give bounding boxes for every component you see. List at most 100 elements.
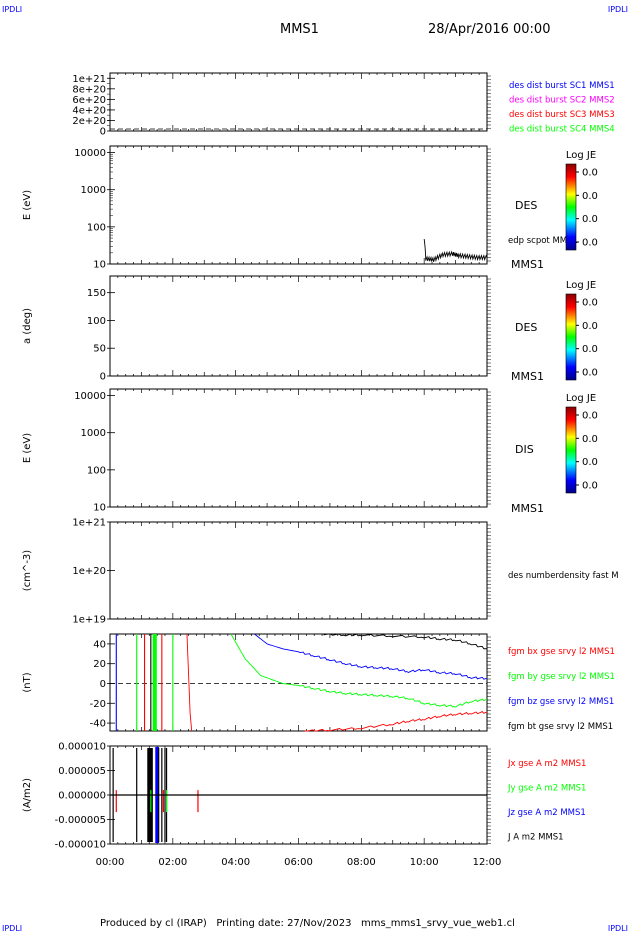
y-tick-label: 40 (93, 639, 106, 650)
y-tick-label: 2e+20 (72, 116, 106, 127)
y-tick-label: 150 (87, 288, 106, 299)
y-tick-label: 0.000005 (58, 766, 106, 777)
colorbar-tick-label: 0.0 (582, 298, 598, 309)
corner-label-top-left: IPDLI (2, 5, 23, 14)
y-tick-label: 1000 (81, 185, 106, 196)
colorbar-tick-label: 0.0 (582, 434, 598, 445)
panel-frame-1 (109, 145, 488, 265)
y-axis-label: (A/m2) (22, 778, 33, 812)
legend-label: fgm bt gse srvy l2 MMS1 (508, 722, 613, 732)
y-tick-label: 0.000010 (58, 742, 106, 753)
y-tick-label: 6e+20 (72, 95, 106, 106)
fgm-series-line (323, 633, 488, 650)
footer-credits: Produced by cl (IRAP) Printing date: 27/… (100, 918, 515, 929)
legend-label: fgm bx gse srvy l2 MMS1 (508, 647, 615, 657)
y-tick-label: 1000 (81, 428, 106, 439)
y-axis-label: E (eV) (22, 190, 33, 220)
legend-label: fgm bz gse srvy l2 MMS1 (508, 697, 614, 707)
y-axis-label: (nT) (22, 672, 33, 692)
y-tick-label: 0.000000 (58, 791, 106, 802)
corner-label-top-right: IPDLI (607, 5, 628, 14)
spacecraft-label: MMS1 (511, 370, 544, 383)
y-tick-label: 1e+20 (72, 566, 106, 577)
x-tick-label: 12:00 (473, 857, 502, 868)
colorbar-tick-label: 0.0 (582, 214, 598, 225)
y-tick-label: 10000 (74, 148, 106, 159)
scpot-overlay-line (423, 238, 488, 263)
colorbar (565, 163, 577, 251)
legend-label: des numberdensity fast M (508, 571, 619, 581)
x-tick-label: 02:00 (158, 857, 187, 868)
fgm-series-line (230, 633, 488, 708)
y-tick-label: 8e+20 (72, 84, 106, 95)
colorbar (565, 293, 577, 381)
y-tick-label: 100 (87, 465, 106, 476)
instrument-label: DES (515, 321, 537, 334)
instrument-label: DIS (515, 443, 534, 456)
y-tick-label: 10 (93, 260, 106, 271)
legend-label: des dist burst SC3 MMS3 (509, 110, 615, 120)
date-title: 28/Apr/2016 00:00 (428, 22, 551, 37)
y-tick-label: -0.000005 (55, 815, 106, 826)
x-tick-label: 04:00 (221, 857, 250, 868)
y-tick-label: 10000 (74, 391, 106, 402)
colorbar-tick-label: 0.0 (582, 321, 598, 332)
y-tick-label: -20 (90, 699, 106, 710)
y-tick-label: 50 (93, 344, 106, 355)
spacecraft-title: MMS1 (280, 22, 319, 37)
colorbar-title: Log JE (566, 280, 596, 291)
legend-label: des dist burst SC2 MMS2 (509, 96, 615, 106)
x-tick-label: 08:00 (347, 857, 376, 868)
legend-label: fgm by gse srvy l2 MMS1 (508, 672, 615, 682)
panel-frame-5 (109, 633, 488, 732)
x-tick-label: 00:00 (96, 857, 125, 868)
panel-frame-4 (109, 521, 488, 620)
y-tick-label: 100 (87, 222, 106, 233)
legend-label: Jy gse A m2 MMS1 (507, 784, 586, 794)
spacecraft-label: MMS1 (511, 502, 544, 515)
y-axis-label: (cm^-3) (22, 550, 33, 591)
colorbar-tick-label: 0.0 (582, 457, 598, 468)
x-tick-label: 06:00 (284, 857, 313, 868)
y-axis-label: a (deg) (22, 308, 33, 344)
colorbar-tick-label: 0.0 (582, 238, 598, 249)
overlay-legend-label: edp scpot MMS1 (508, 236, 578, 246)
colorbar (565, 406, 577, 494)
y-tick-label: 1e+21 (72, 518, 106, 529)
y-tick-label: 0 (100, 372, 106, 383)
y-tick-label: -40 (90, 719, 106, 730)
corner-label-bottom-left: IPDLI (2, 924, 23, 933)
panel-frame-3 (109, 388, 488, 508)
corner-label-bottom-right: IPDLI (607, 924, 628, 933)
y-tick-label: 0 (100, 679, 106, 690)
fgm-series-line (254, 633, 488, 680)
y-tick-label: 100 (87, 316, 106, 327)
fgm-series-line (304, 711, 488, 732)
colorbar-tick-label: 0.0 (582, 168, 598, 179)
y-tick-label: 0 (100, 127, 106, 138)
colorbar-tick-label: 0.0 (582, 481, 598, 492)
legend-label: Jx gse A m2 MMS1 (507, 759, 586, 769)
y-tick-label: 1e+19 (72, 615, 106, 626)
instrument-label: DES (515, 199, 537, 212)
legend-label: des dist burst SC4 MMS4 (509, 125, 615, 135)
x-tick-label: 10:00 (410, 857, 439, 868)
y-tick-label: -0.000010 (55, 840, 106, 851)
y-tick-label: 20 (93, 659, 106, 670)
colorbar-tick-label: 0.0 (582, 191, 598, 202)
colorbar-tick-label: 0.0 (582, 411, 598, 422)
bx-initial-trace (186, 633, 193, 732)
colorbar-tick-label: 0.0 (582, 368, 598, 379)
spacecraft-label: MMS1 (511, 258, 544, 271)
colorbar-title: Log JE (566, 393, 596, 404)
colorbar-title: Log JE (566, 150, 596, 161)
y-axis-label: E (eV) (22, 433, 33, 463)
legend-label: Jz gse A m2 MMS1 (507, 808, 586, 818)
panel-frame-0 (109, 72, 488, 132)
y-tick-label: 1e+21 (72, 74, 106, 85)
y-tick-label: 4e+20 (72, 105, 106, 116)
legend-label: des dist burst SC1 MMS1 (509, 81, 615, 91)
colorbar-tick-label: 0.0 (582, 344, 598, 355)
legend-label: J A m2 MMS1 (507, 833, 564, 843)
